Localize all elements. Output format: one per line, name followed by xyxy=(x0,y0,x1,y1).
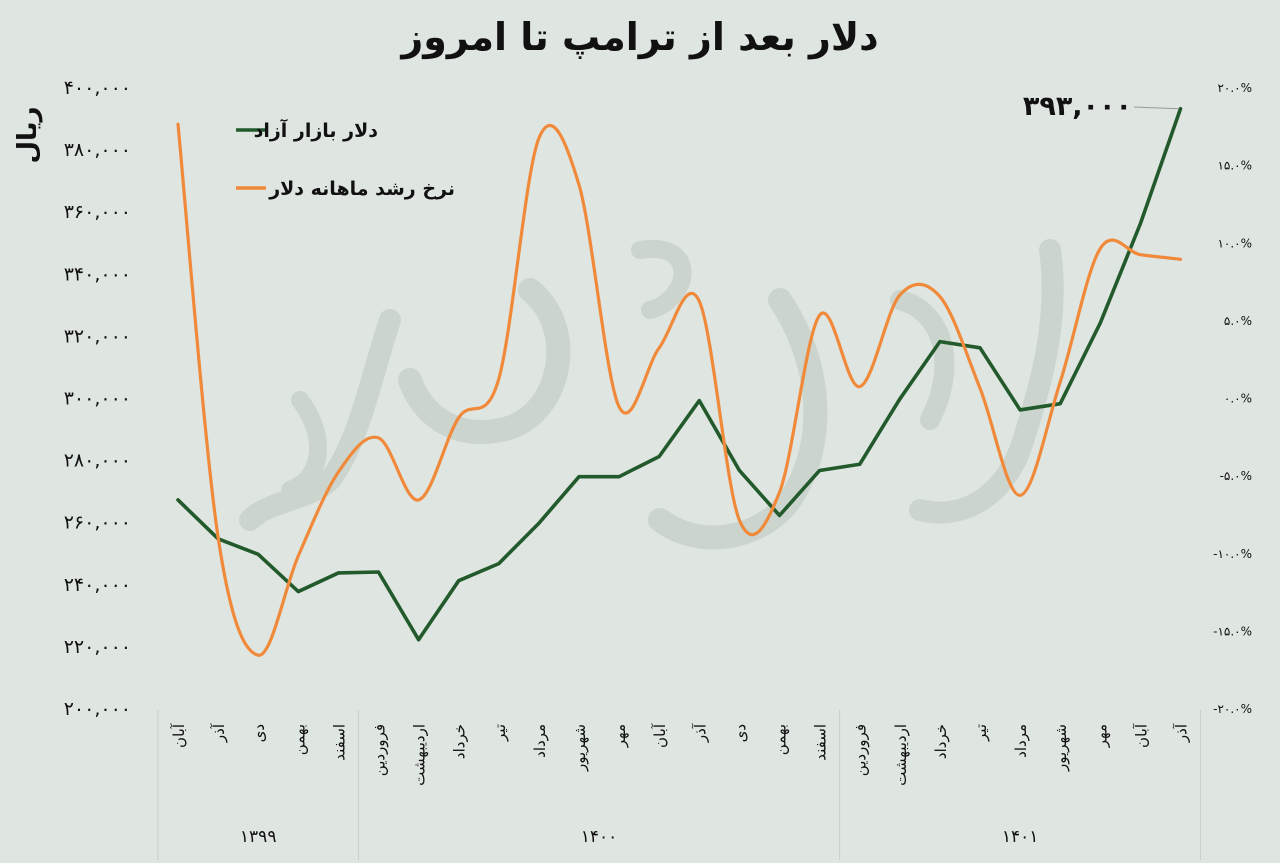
x-tick-label: آبان xyxy=(1132,723,1150,748)
legend-entry: دلار بازار آزاد xyxy=(254,118,379,142)
x-tick-label: بهمن xyxy=(772,724,790,755)
x-tick-label: شهریور xyxy=(1052,724,1070,772)
left-tick-label: ۲۴۰,۰۰۰ xyxy=(64,574,131,596)
x-tick-label: مهر xyxy=(611,724,629,748)
left-tick-label: ۲۸۰,۰۰۰ xyxy=(64,450,131,472)
year-group-label: ۱۴۰۰ xyxy=(581,827,618,847)
annotation-leader xyxy=(1133,106,1179,110)
left-tick-label: ۴۰۰,۰۰۰ xyxy=(64,77,131,99)
right-tick-label: ۲۰.۰% xyxy=(1217,81,1252,95)
right-tick-label: -۱۰.۰% xyxy=(1213,547,1252,561)
left-tick-label: ۲۶۰,۰۰۰ xyxy=(64,512,131,534)
watermark-logo xyxy=(239,239,1064,550)
left-tick-label: ۳۰۰,۰۰۰ xyxy=(64,388,131,410)
left-tick-label: ۲۲۰,۰۰۰ xyxy=(64,636,131,658)
annotation-label: ۳۹۳,۰۰۰ xyxy=(1023,91,1132,122)
legend-entry: نرخ رشد ماهانه دلار xyxy=(268,178,455,200)
left-tick-label: ۳۶۰,۰۰۰ xyxy=(64,201,131,223)
x-tick-label: فروردین xyxy=(371,724,389,776)
right-tick-label: ۰.۰% xyxy=(1224,392,1252,406)
x-tick-label: فروردین xyxy=(852,724,870,776)
x-tick-label: آذر xyxy=(691,723,709,743)
year-group-label: ۱۴۰۱ xyxy=(1002,827,1039,847)
x-tick-label: مهر xyxy=(1092,724,1110,748)
series-line-free-market-dollar xyxy=(176,106,1183,642)
left-tick-label: ۳۸۰,۰۰۰ xyxy=(64,139,131,161)
right-tick-label: -۲۰.۰% xyxy=(1213,702,1252,716)
x-tick-label: تیر xyxy=(972,724,990,742)
x-tick-label: خرداد xyxy=(932,724,950,759)
x-tick-label: آبان xyxy=(170,723,188,748)
x-tick-label: دی xyxy=(731,724,749,742)
right-tick-label: ۵.۰% xyxy=(1224,314,1252,328)
x-tick-label: تیر xyxy=(491,724,509,742)
x-tick-label: آذر xyxy=(1173,723,1191,743)
x-tick-label: مرداد xyxy=(531,724,549,758)
x-tick-label: اردیبهشت xyxy=(892,724,910,786)
left-tick-label: ۳۲۰,۰۰۰ xyxy=(64,325,131,347)
x-tick-label: شهریور xyxy=(571,724,589,772)
x-tick-label: مرداد xyxy=(1012,724,1030,758)
x-tick-label: بهمن xyxy=(290,724,308,755)
x-tick-label: اردیبهشت xyxy=(411,724,429,786)
y-axis-label: ریال xyxy=(13,106,43,163)
series-line-monthly-growth xyxy=(176,122,1183,657)
left-tick-label: ۲۰۰,۰۰۰ xyxy=(64,698,131,720)
x-tick-label: آذر xyxy=(210,723,228,743)
year-group-label: ۱۳۹۹ xyxy=(240,827,277,847)
x-tick-label: دی xyxy=(250,724,268,742)
x-tick-label: اسفند xyxy=(330,724,348,761)
right-tick-label: ۱۵.۰% xyxy=(1217,159,1252,173)
chart-title: دلار بعد از ترامپ تا امروز xyxy=(399,15,878,60)
x-tick-label: خرداد xyxy=(451,724,469,759)
x-tick-label: آبان xyxy=(651,723,669,748)
right-tick-label: ۱۰.۰% xyxy=(1217,236,1252,250)
right-tick-label: -۱۵.۰% xyxy=(1213,624,1252,638)
x-tick-label: اسفند xyxy=(812,724,830,761)
left-tick-label: ۳۴۰,۰۰۰ xyxy=(64,263,131,285)
right-tick-label: -۵.۰% xyxy=(1220,469,1252,483)
